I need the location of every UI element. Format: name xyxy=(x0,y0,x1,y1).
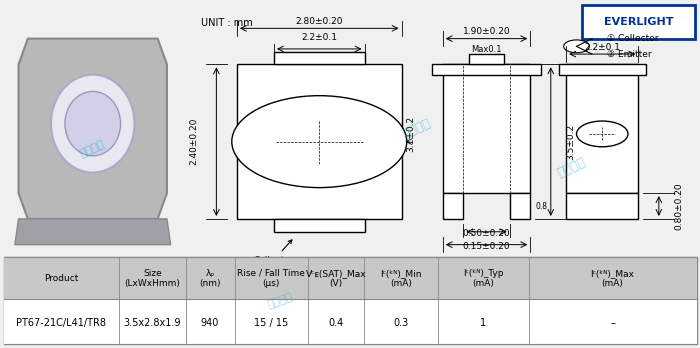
Text: 2.2±0.1: 2.2±0.1 xyxy=(584,42,620,52)
Text: 1: 1 xyxy=(480,318,486,327)
Bar xyxy=(237,64,402,219)
Text: 0.50±0.20: 0.50±0.20 xyxy=(463,229,510,238)
Bar xyxy=(566,193,638,219)
Text: Max0.1: Max0.1 xyxy=(471,45,502,54)
Bar xyxy=(442,64,530,193)
Text: –: – xyxy=(610,318,615,327)
Bar xyxy=(274,52,365,64)
Text: ② Emitter: ② Emitter xyxy=(608,49,652,58)
Bar xyxy=(4,300,696,344)
Text: 0.3: 0.3 xyxy=(393,318,408,327)
Text: Iᶜ(ᵏᴺ)_Typ
(mA): Iᶜ(ᵏᴺ)_Typ (mA) xyxy=(463,269,503,288)
Ellipse shape xyxy=(65,92,120,156)
Text: 2.40±0.20: 2.40±0.20 xyxy=(190,118,198,165)
Text: 超毅电子: 超毅电子 xyxy=(78,139,107,159)
Ellipse shape xyxy=(232,96,407,188)
Text: PT67-21C/L41/TR8: PT67-21C/L41/TR8 xyxy=(16,318,106,327)
Text: Collector: Collector xyxy=(253,240,294,265)
Text: 2.80±0.20: 2.80±0.20 xyxy=(295,17,343,26)
Text: 3.1±0.2: 3.1±0.2 xyxy=(407,116,416,152)
Text: 0.15±0.20: 0.15±0.20 xyxy=(463,242,510,251)
Text: 940: 940 xyxy=(201,318,219,327)
Text: UNIT : mm: UNIT : mm xyxy=(201,18,253,28)
Text: 0.8: 0.8 xyxy=(536,201,547,211)
Text: ① Collector: ① Collector xyxy=(608,34,659,43)
FancyBboxPatch shape xyxy=(582,5,695,39)
Polygon shape xyxy=(15,219,171,245)
Text: 2.2±0.1: 2.2±0.1 xyxy=(301,33,337,42)
Text: 超毅电子: 超毅电子 xyxy=(400,117,433,141)
Polygon shape xyxy=(19,39,167,219)
Bar xyxy=(433,64,540,75)
Text: Vᶜᴇ(SAT)_Max
(V): Vᶜᴇ(SAT)_Max (V) xyxy=(306,269,366,288)
Text: Iᶜ(ᵏᴺ)_Max
(mA): Iᶜ(ᵏᴺ)_Max (mA) xyxy=(591,269,634,288)
Ellipse shape xyxy=(564,40,589,53)
Text: λₚ
(nm): λₚ (nm) xyxy=(199,269,220,288)
Bar xyxy=(274,219,365,232)
Text: Iᶜ(ᵏᴺ)_Min
(mA): Iᶜ(ᵏᴺ)_Min (mA) xyxy=(380,269,421,288)
Text: Product: Product xyxy=(44,274,78,283)
Bar xyxy=(4,257,696,299)
Bar xyxy=(442,193,463,219)
Text: 15 / 15: 15 / 15 xyxy=(254,318,288,327)
Text: Size
(LxWxHmm): Size (LxWxHmm) xyxy=(125,269,180,288)
Text: 超毅电子: 超毅电子 xyxy=(266,292,294,310)
Text: EVERLIGHT: EVERLIGHT xyxy=(603,17,673,27)
Text: Rise / Fall Time
(μs): Rise / Fall Time (μs) xyxy=(237,269,305,288)
Bar xyxy=(566,64,638,193)
Text: 0.4: 0.4 xyxy=(328,318,344,327)
Text: 3.5±0.2: 3.5±0.2 xyxy=(566,124,575,160)
Text: 超毅电子: 超毅电子 xyxy=(555,155,588,180)
Bar xyxy=(510,193,530,219)
Bar xyxy=(559,64,646,75)
Text: 3.5x2.8x1.9: 3.5x2.8x1.9 xyxy=(123,318,181,327)
Ellipse shape xyxy=(51,75,134,173)
Text: 0.80±0.20: 0.80±0.20 xyxy=(674,182,683,230)
Ellipse shape xyxy=(577,121,628,147)
Text: 1.90±0.20: 1.90±0.20 xyxy=(463,27,510,36)
Bar xyxy=(469,54,504,64)
